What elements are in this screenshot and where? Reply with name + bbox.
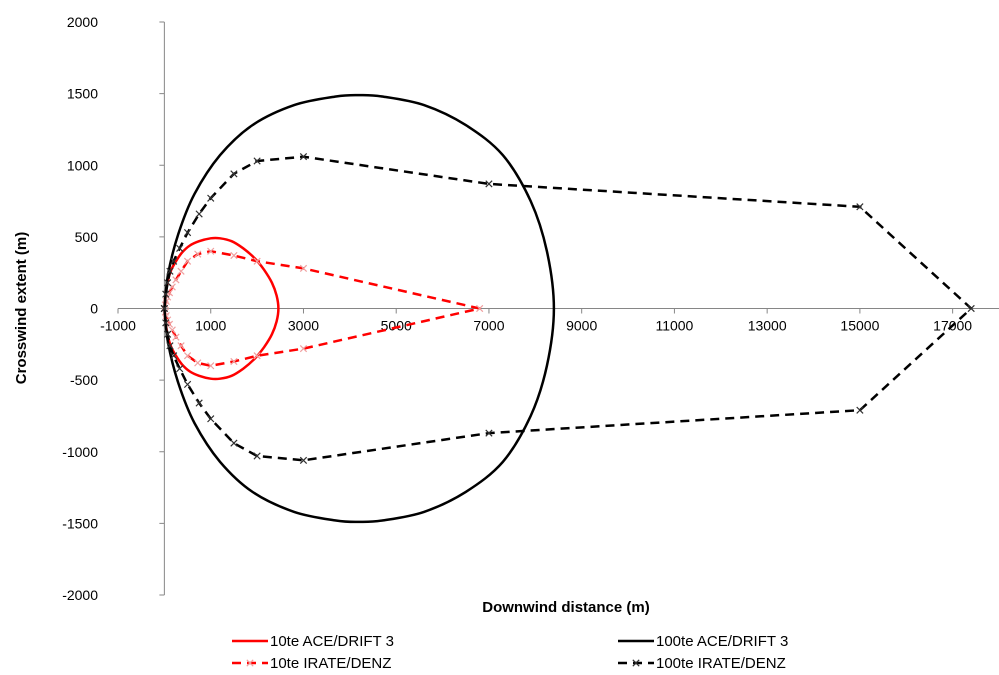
data-point (170, 352, 178, 360)
y-tick-label: -1000 (62, 444, 98, 460)
legend-label: 10te ACE/DRIFT 3 (270, 633, 394, 650)
series-3 (163, 93, 556, 524)
series-layer (160, 93, 975, 524)
data-point (177, 342, 185, 350)
data-point (207, 247, 215, 255)
data-point (207, 362, 215, 370)
data-point (230, 251, 238, 260)
x-tick-label: 5000 (381, 318, 412, 334)
series-line (163, 236, 280, 381)
data-point (166, 267, 174, 275)
x-tick-label: 3000 (288, 318, 319, 334)
y-tick-label: -500 (70, 372, 98, 388)
data-point (230, 357, 238, 366)
y-tick-label: -2000 (62, 587, 98, 603)
data-point (476, 304, 484, 313)
y-tick-label: -1500 (62, 515, 98, 531)
x-tick-label: 1000 (195, 318, 226, 334)
legend-item: 100te IRATE/DENZ (618, 655, 786, 672)
data-point (207, 415, 215, 423)
data-point (170, 257, 178, 265)
data-point (485, 180, 493, 188)
data-point (230, 439, 238, 447)
data-point (166, 342, 174, 350)
data-point (253, 352, 261, 360)
data-point (195, 210, 203, 218)
data-point (253, 452, 261, 460)
legend-label: 10te IRATE/DENZ (270, 655, 391, 672)
data-point (856, 203, 864, 211)
x-tick-label: 7000 (473, 318, 504, 334)
data-point (162, 290, 170, 298)
y-tick-label: 500 (75, 229, 99, 245)
x-tick-label: 13000 (748, 318, 787, 334)
legend-marker (246, 659, 254, 667)
series-line (163, 93, 556, 524)
data-point (163, 330, 172, 338)
y-tick-label: 1000 (67, 157, 98, 173)
y-axis-title: Crosswind extent (m) (13, 232, 30, 385)
x-tick-label: 11000 (655, 318, 693, 334)
x-tick-label: -1000 (100, 318, 136, 334)
legend-item: 100te ACE/DRIFT 3 (618, 633, 788, 650)
data-point (195, 399, 203, 407)
series-4 (160, 153, 975, 464)
y-tick-label: 1500 (67, 86, 98, 102)
legend-label: 100te ACE/DRIFT 3 (656, 633, 788, 650)
data-point (207, 194, 215, 202)
data-point (299, 264, 308, 273)
y-tick-label: 0 (90, 301, 98, 317)
data-point (162, 319, 170, 327)
data-point (183, 228, 192, 237)
data-point (230, 170, 238, 178)
data-point (172, 276, 180, 284)
x-tick-label: 9000 (566, 318, 597, 334)
y-tick-labels: -2000 -1500 -1000 -500 0 500 1000 1500 2000 (62, 14, 98, 603)
data-point (183, 352, 192, 360)
data-point (176, 244, 184, 252)
data-point (176, 365, 184, 373)
data-point (183, 257, 192, 265)
legend-item: 10te ACE/DRIFT 3 (232, 633, 394, 650)
data-point (253, 257, 261, 265)
data-point (172, 333, 180, 341)
data-point (253, 157, 261, 165)
legend: 10te ACE/DRIFT 3 10te IRATE/DENZ 100te A… (232, 633, 788, 672)
x-tick-label: 15000 (840, 318, 879, 334)
data-point (163, 279, 172, 287)
data-point (183, 380, 192, 389)
x-axis-title: Downwind distance (m) (482, 599, 650, 616)
data-point (160, 304, 168, 313)
data-point (299, 153, 308, 161)
legend-label: 100te IRATE/DENZ (656, 655, 786, 672)
data-point (967, 304, 975, 313)
data-point (299, 456, 308, 464)
y-tick-label: 2000 (67, 14, 98, 30)
series-1 (163, 236, 280, 381)
data-point (177, 267, 185, 275)
legend-marker (632, 659, 640, 667)
data-point (856, 406, 864, 414)
data-point (299, 344, 308, 353)
data-point (194, 359, 202, 367)
legend-item: 10te IRATE/DENZ (232, 655, 391, 672)
data-point (165, 320, 174, 328)
data-point (485, 429, 493, 437)
data-point (194, 250, 202, 258)
